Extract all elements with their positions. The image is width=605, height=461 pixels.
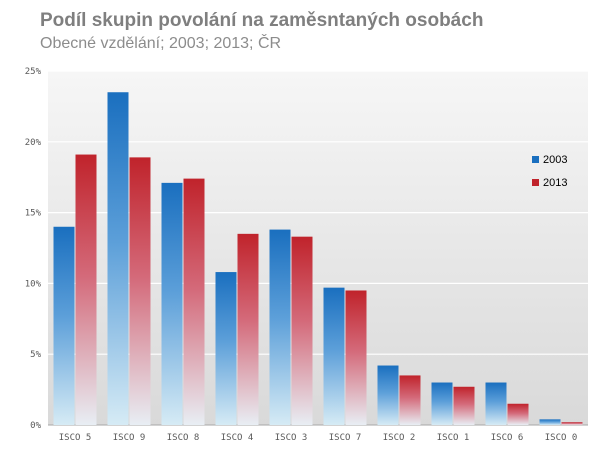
bar-isco-5-2013	[75, 154, 97, 425]
bar-isco-4-2003	[215, 272, 237, 425]
bar-isco-6-2003	[485, 382, 507, 425]
bar-isco-8-2003	[161, 182, 183, 425]
x-tick-label: ISCO 6	[491, 433, 524, 443]
x-tick-label: ISCO 1	[437, 433, 470, 443]
bar-isco-3-2003	[269, 229, 291, 425]
chart-title: Podíl skupin povolání na zaměsntaných os…	[40, 10, 484, 31]
bar-isco-8-2013	[183, 178, 205, 425]
bar-isco-4-2013	[237, 233, 259, 425]
x-tick-label: ISCO 0	[545, 433, 578, 443]
x-tick-label: ISCO 3	[275, 433, 308, 443]
plot-area	[48, 71, 588, 425]
y-tick-label: 5%	[30, 350, 41, 360]
y-tick-label: 0%	[30, 421, 41, 431]
bar-isco-7-2003	[323, 287, 345, 425]
bar-isco-9-2013	[129, 157, 151, 425]
legend-label-2013: 2013	[543, 177, 567, 189]
y-tick-label: 20%	[25, 138, 42, 148]
y-tick-label: 15%	[25, 209, 42, 219]
bar-isco-0-2003	[539, 419, 561, 425]
legend-label-2003: 2003	[543, 154, 567, 166]
legend-swatch-2013	[532, 179, 539, 186]
x-tick-label: ISCO 2	[383, 433, 416, 443]
bar-isco-7-2013	[345, 290, 367, 425]
x-tick-label: ISCO 9	[113, 433, 146, 443]
x-tick-label: ISCO 7	[329, 433, 362, 443]
y-tick-label: 25%	[25, 67, 42, 77]
legend-swatch-2003	[532, 156, 539, 163]
x-tick-label: ISCO 5	[59, 433, 92, 443]
bar-isco-0-2013	[561, 422, 583, 425]
bar-isco-3-2013	[291, 236, 313, 425]
y-tick-label: 10%	[25, 279, 42, 289]
bar-isco-1-2003	[431, 382, 453, 425]
x-tick-label: ISCO 4	[221, 433, 254, 443]
bar-isco-2-2013	[399, 375, 421, 425]
bar-isco-1-2013	[453, 386, 475, 425]
bar-isco-2-2003	[377, 365, 399, 425]
bar-isco-5-2003	[53, 226, 75, 425]
x-tick-label: ISCO 8	[167, 433, 200, 443]
chart-subtitle: Obecné vzdělání; 2003; 2013; ČR	[40, 35, 282, 52]
bar-isco-6-2013	[507, 403, 529, 425]
bar-isco-9-2003	[107, 92, 129, 426]
